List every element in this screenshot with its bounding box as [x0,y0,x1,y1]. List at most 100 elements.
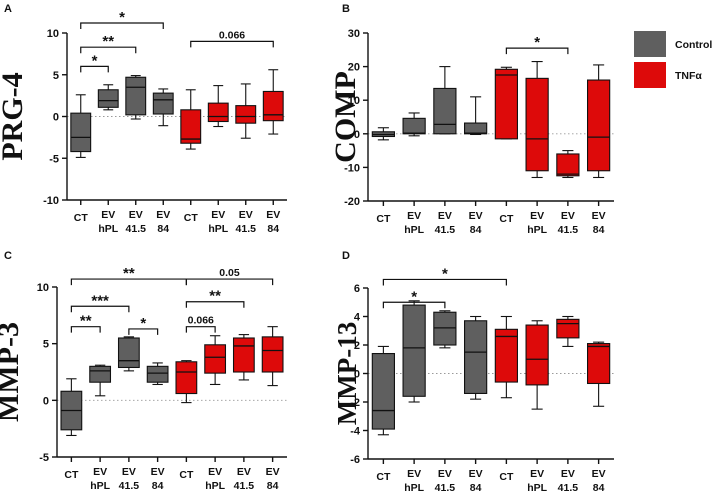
bracket-label: ** [209,288,221,305]
box-iqr [494,328,518,383]
y-tick-label: 0 [43,395,49,407]
x-tick-label: 84 [152,480,164,492]
x-tick-label: 84 [267,223,279,235]
box-8 [262,69,284,135]
x-tick-label: 41.5 [234,480,255,492]
y-axis-title: MMP-3 [0,322,25,422]
box-iqr [525,77,549,172]
y-tick-label: 6 [354,283,360,295]
x-tick-label: CT [376,213,391,225]
box-iqr [556,318,580,339]
significance-bracket-4: ** [70,265,187,286]
bracket-label: ** [102,33,114,50]
x-tick-label: EV [266,466,280,478]
legend-swatch-tnfa [634,62,666,88]
bracket-line [80,65,109,73]
y-tick-label: 5 [43,339,49,351]
x-tick-label: EV [469,210,483,222]
bracket-label: 0.066 [219,29,245,41]
significance-bracket-2: *** [70,292,130,313]
box-iqr [261,336,284,373]
box-8 [587,64,611,179]
x-tick-label: CT [74,212,89,224]
y-tick-label: -20 [344,196,360,208]
legend: Control TNFα [634,31,712,88]
box-5 [175,360,198,404]
x-tick-label: EV [266,209,280,221]
significance-bracket-6: ** [185,288,245,308]
x-tick-label: EV [438,468,452,480]
y-tick-label: -5 [39,452,49,464]
bracket-line [70,305,130,313]
x-tick-label: EV [561,210,575,222]
box-2 [89,364,112,397]
bracket-line [80,46,137,54]
box-8 [587,341,611,407]
significance-bracket-1: * [382,288,446,309]
box-3 [117,336,140,372]
y-axis-title: MMP-13 [332,322,362,425]
x-tick-label: 84 [470,224,482,236]
panel-c: C MMP-3 -5 0 5 10 CT EV hPL EV 41.5 EV 84 CT EV hPL EV 41… [0,250,287,492]
box-1 [70,94,92,158]
x-tick-label: hPL [205,480,225,492]
y-tick-label: -4 [350,426,361,438]
panel-d: D MMP-13 -6 -4 -2 0 2 4 6 CT EV hPL EV 41.5 EV 84 CT EV hP… [332,250,614,494]
box-iqr [464,122,488,135]
box-iqr [494,68,518,140]
x-tick-label: EV [469,468,483,480]
x-tick-label: hPL [404,224,424,236]
y-tick-label: 2 [354,340,360,352]
y-tick-label: 10 [37,282,49,294]
panel-letter: B [342,3,350,15]
box-1 [371,345,395,436]
box-iqr [587,79,611,172]
x-tick-label: 41.5 [119,480,140,492]
y-tick-label: 5 [53,70,59,82]
x-tick-label: EV [208,466,222,478]
y-tick-label: 30 [348,28,360,40]
x-tick-label: 84 [267,480,279,492]
box-4 [464,315,488,400]
bracket-label: * [119,9,125,26]
box-2 [402,112,426,137]
box-iqr [146,365,169,383]
bracket-line [70,326,101,333]
box-3 [125,75,147,120]
box-iqr [371,352,395,430]
panel-a: A PRG-4 -10 -5 0 5 10 CT EV hPL EV 41.5 EV 84 CT EV hPL E… [0,3,287,235]
y-tick-label: 0 [53,112,59,124]
box-3 [433,66,457,135]
box-iqr [117,337,140,369]
bracket-label: * [534,34,540,51]
x-tick-label: EV [407,468,421,480]
significance-bracket-2: ** [80,33,137,54]
box-7 [556,315,580,347]
x-tick-label: CT [376,471,391,483]
x-tick-label: EV [592,468,606,480]
box-iqr [433,311,457,346]
x-tick-label: EV [592,210,606,222]
x-tick-label: EV [129,209,143,221]
box-6 [204,335,227,386]
bracket-label: ** [123,265,135,282]
significance-bracket-2: * [382,265,507,286]
bracket-label: * [140,315,146,332]
box-8 [261,326,284,387]
y-tick-label: 20 [348,62,360,74]
bracket-label: * [92,52,98,69]
x-tick-label: EV [438,210,452,222]
y-tick-label: 0 [354,129,360,141]
box-6 [525,320,549,410]
bracket-line [80,22,164,29]
box-1 [60,378,83,437]
panel-b: B COMP -20 -10 0 10 20 30 CT EV hPL EV 41.5 EV 84 CT EV h… [329,3,614,236]
x-tick-label: 84 [593,482,605,494]
box-4 [146,362,169,386]
significance-bracket-1: * [80,52,109,73]
box-iqr [175,361,198,395]
bracket-label: * [442,265,448,282]
box-2 [97,84,119,111]
